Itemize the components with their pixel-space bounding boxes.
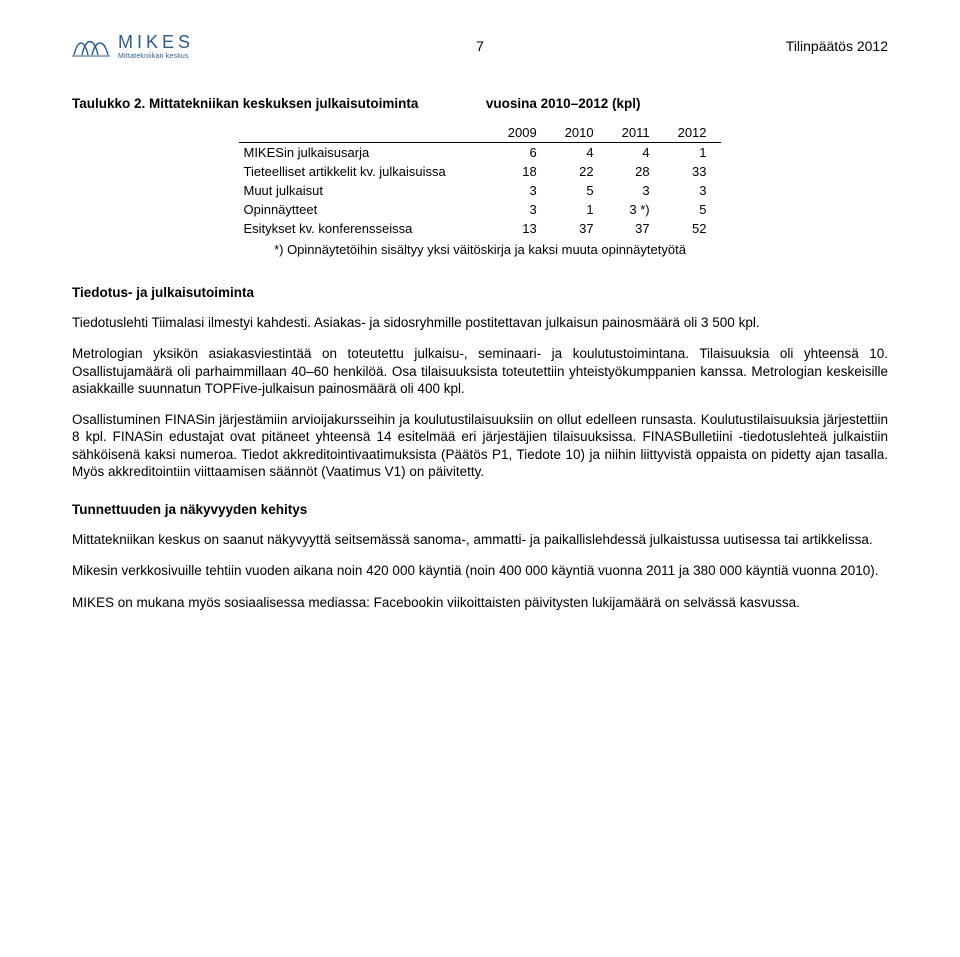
cell: Esitykset kv. konferensseissa [239,219,493,238]
cell: 52 [664,219,721,238]
col-header: 2010 [551,123,608,143]
cell: 6 [494,143,551,163]
logo-main-text: MIKES [118,32,194,53]
cell: 22 [551,162,608,181]
cell: 13 [494,219,551,238]
cell: 3 [608,181,664,200]
table-row: Opinnäytteet 3 1 3 *) 5 [239,200,720,219]
cell: 4 [551,143,608,163]
cell: 37 [551,219,608,238]
cell: 5 [664,200,721,219]
paragraph: Mittatekniikan keskus on saanut näkyvyyt… [72,531,888,548]
table-caption-suffix: vuosina 2010–2012 (kpl) [486,96,641,111]
table-row: MIKESin julkaisusarja 6 4 4 1 [239,143,720,163]
cell: 3 *) [608,200,664,219]
paragraph: Mikesin verkkosivuille tehtiin vuoden ai… [72,562,888,579]
cell: 1 [664,143,721,163]
table-row: Muut julkaisut 3 5 3 3 [239,181,720,200]
cell: Opinnäytteet [239,200,493,219]
cell: 4 [608,143,664,163]
cell: 3 [664,181,721,200]
logo-sub-text: Mittatekniikan keskus [118,53,194,60]
section-heading-tiedotus: Tiedotus- ja julkaisutoiminta [72,285,888,300]
col-header: 2012 [664,123,721,143]
table-row: Esitykset kv. konferensseissa 13 37 37 5… [239,219,720,238]
cell: 28 [608,162,664,181]
cell: 5 [551,181,608,200]
logo-icon [72,33,110,59]
cell: 37 [608,219,664,238]
cell: 3 [494,181,551,200]
col-header [239,123,493,143]
logo-text-block: MIKES Mittatekniikan keskus [118,32,194,60]
cell: 1 [551,200,608,219]
cell: Muut julkaisut [239,181,493,200]
table-footnote: *) Opinnäytetöihin sisältyy yksi väitösk… [72,242,888,257]
col-header: 2011 [608,123,664,143]
table-row: Tieteelliset artikkelit kv. julkaisuissa… [239,162,720,181]
cell: MIKESin julkaisusarja [239,143,493,163]
publications-table: 2009 2010 2011 2012 MIKESin julkaisusarj… [239,123,720,238]
table-caption-prefix: Taulukko 2. Mittatekniikan keskuksen jul… [72,96,418,111]
section-heading-tunnettuus: Tunnettuuden ja näkyvyyden kehitys [72,502,888,517]
table-header-row: 2009 2010 2011 2012 [239,123,720,143]
paragraph: Tiedotuslehti Tiimalasi ilmestyi kahdest… [72,314,888,331]
paragraph: Osallistuminen FINASin järjestämiin arvi… [72,411,888,480]
page-number: 7 [476,38,484,54]
mikes-logo: MIKES Mittatekniikan keskus [72,32,194,60]
page-header: MIKES Mittatekniikan keskus 7 Tilinpäätö… [72,32,888,60]
col-header: 2009 [494,123,551,143]
cell: Tieteelliset artikkelit kv. julkaisuissa [239,162,493,181]
paragraph: Metrologian yksikön asiakasviestintää on… [72,345,888,397]
page-container: MIKES Mittatekniikan keskus 7 Tilinpäätö… [0,0,960,957]
document-title: Tilinpäätös 2012 [786,38,888,54]
paragraph: MIKES on mukana myös sosiaalisessa media… [72,594,888,611]
cell: 3 [494,200,551,219]
cell: 18 [494,162,551,181]
table-caption: Taulukko 2. Mittatekniikan keskuksen jul… [72,96,888,111]
cell: 33 [664,162,721,181]
